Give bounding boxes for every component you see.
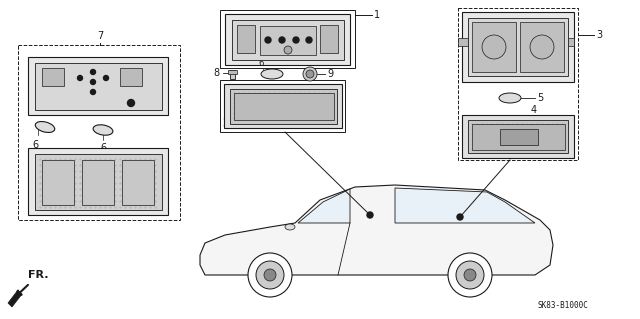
Polygon shape xyxy=(472,22,516,72)
Text: SK83-B1000C: SK83-B1000C xyxy=(537,301,588,310)
Polygon shape xyxy=(260,26,316,55)
Circle shape xyxy=(303,67,317,81)
Bar xyxy=(42,68,64,86)
Bar xyxy=(230,70,235,79)
Polygon shape xyxy=(232,20,344,60)
Polygon shape xyxy=(468,18,568,76)
Text: 2: 2 xyxy=(222,118,228,128)
Text: FR.: FR. xyxy=(28,270,49,280)
Polygon shape xyxy=(28,57,168,115)
Circle shape xyxy=(256,261,284,289)
Polygon shape xyxy=(35,154,162,210)
Circle shape xyxy=(457,214,463,220)
Bar xyxy=(228,70,237,74)
Polygon shape xyxy=(8,290,22,307)
Polygon shape xyxy=(82,160,114,205)
Polygon shape xyxy=(122,160,154,205)
Circle shape xyxy=(265,37,271,43)
Circle shape xyxy=(306,70,314,78)
Circle shape xyxy=(464,269,476,281)
Polygon shape xyxy=(468,120,568,153)
Circle shape xyxy=(456,261,484,289)
Circle shape xyxy=(367,212,373,218)
Ellipse shape xyxy=(285,224,295,230)
Text: 4: 4 xyxy=(531,105,537,115)
Polygon shape xyxy=(200,185,553,275)
Polygon shape xyxy=(520,22,564,72)
Circle shape xyxy=(530,35,554,59)
Circle shape xyxy=(448,253,492,297)
Text: 6: 6 xyxy=(32,140,38,150)
Polygon shape xyxy=(35,63,162,110)
Ellipse shape xyxy=(499,93,521,103)
Circle shape xyxy=(264,269,276,281)
Circle shape xyxy=(306,37,312,43)
Bar xyxy=(568,38,574,46)
Polygon shape xyxy=(395,188,535,223)
Polygon shape xyxy=(230,89,337,124)
Circle shape xyxy=(279,37,285,43)
Polygon shape xyxy=(462,115,574,158)
Ellipse shape xyxy=(35,122,55,132)
Circle shape xyxy=(77,76,83,80)
Text: 9: 9 xyxy=(327,69,333,79)
Polygon shape xyxy=(472,124,565,150)
Circle shape xyxy=(284,46,292,54)
Polygon shape xyxy=(462,12,574,82)
Circle shape xyxy=(482,35,506,59)
Polygon shape xyxy=(298,189,350,223)
Bar xyxy=(120,68,142,86)
Text: 6: 6 xyxy=(100,143,106,153)
Polygon shape xyxy=(42,160,74,205)
Circle shape xyxy=(127,100,134,107)
Circle shape xyxy=(248,253,292,297)
Bar xyxy=(320,25,338,53)
Text: 5: 5 xyxy=(537,93,543,103)
Text: 6: 6 xyxy=(259,59,264,68)
Polygon shape xyxy=(234,93,334,120)
Polygon shape xyxy=(224,84,342,128)
Ellipse shape xyxy=(261,69,283,79)
Circle shape xyxy=(293,37,299,43)
Ellipse shape xyxy=(93,125,113,135)
Circle shape xyxy=(90,90,95,94)
Circle shape xyxy=(90,79,95,85)
Bar xyxy=(500,129,538,145)
Polygon shape xyxy=(225,14,350,65)
Circle shape xyxy=(90,70,95,75)
Bar xyxy=(458,38,468,46)
Text: 3: 3 xyxy=(596,30,602,40)
Bar xyxy=(237,25,255,53)
Text: 1: 1 xyxy=(374,10,380,20)
Text: 7: 7 xyxy=(97,31,103,41)
Polygon shape xyxy=(28,148,168,215)
Circle shape xyxy=(104,76,109,80)
Text: 8: 8 xyxy=(214,68,220,78)
